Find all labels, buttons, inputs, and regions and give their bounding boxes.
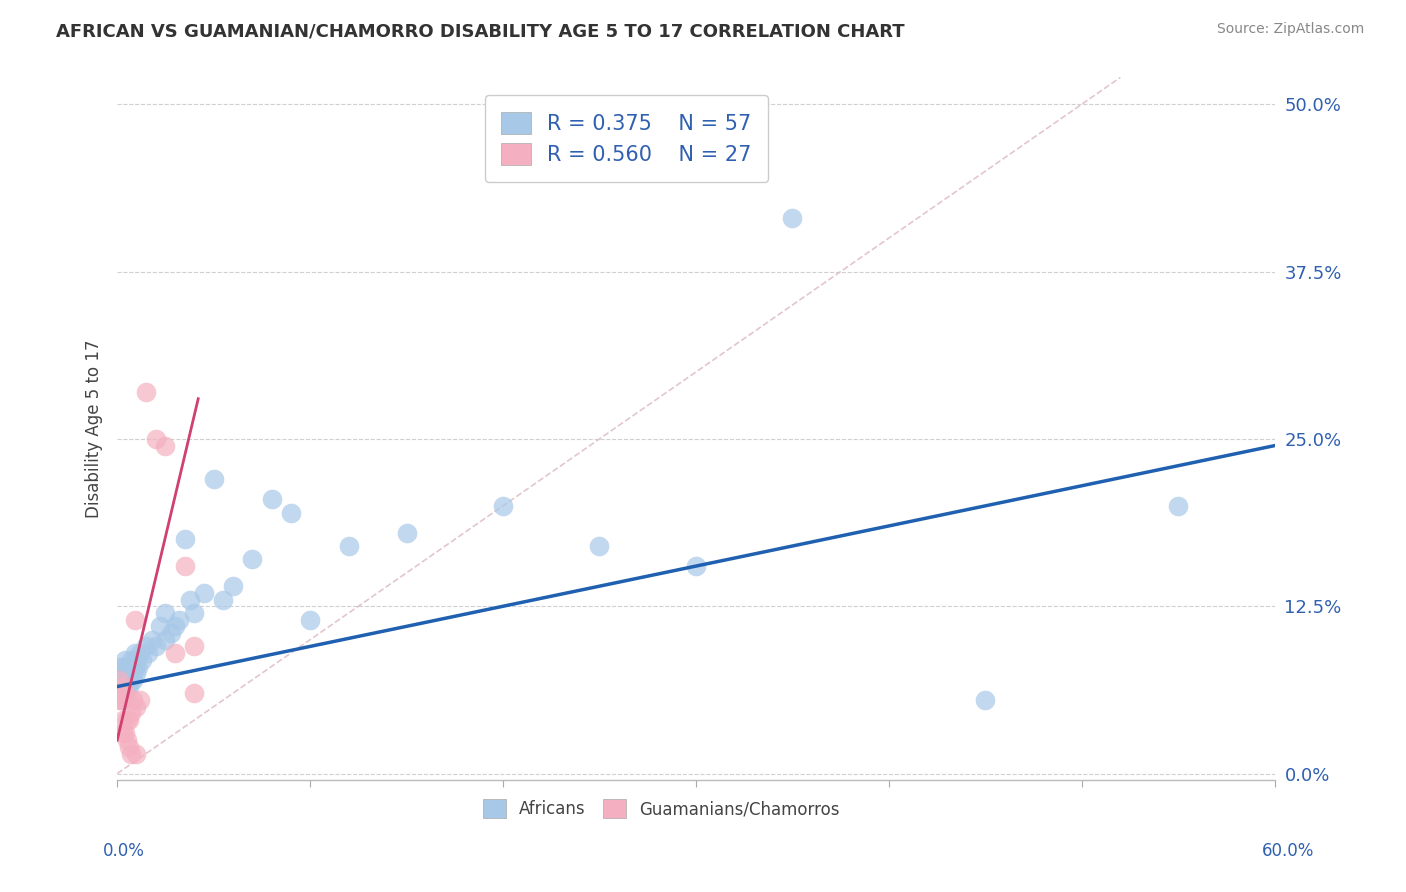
Point (120, 673, 142, 687)
Point (260, 492, 283, 507)
Point (121, 666, 143, 681)
Point (129, 646, 152, 660)
Point (114, 686, 136, 700)
Point (149, 619, 172, 633)
Point (118, 680, 141, 694)
Point (160, 626, 183, 640)
Point (121, 673, 143, 687)
Point (115, 733, 138, 747)
Point (337, 539, 360, 553)
Point (111, 713, 134, 727)
Point (121, 693, 143, 707)
Point (110, 686, 132, 700)
Point (111, 726, 134, 740)
Point (222, 579, 245, 593)
Text: 0.0%: 0.0% (103, 842, 145, 860)
Point (141, 632, 163, 647)
Point (127, 659, 149, 673)
Point (395, 525, 418, 540)
Point (124, 646, 146, 660)
Point (125, 666, 148, 681)
Point (118, 713, 141, 727)
Point (114, 686, 136, 700)
Text: AFRICAN VS GUAMANIAN/CHAMORRO DISABILITY AGE 5 TO 17 CORRELATION CHART: AFRICAN VS GUAMANIAN/CHAMORRO DISABILITY… (56, 22, 905, 40)
Point (492, 499, 515, 513)
Point (173, 559, 195, 574)
Point (108, 693, 131, 707)
Point (120, 706, 142, 721)
Point (129, 693, 152, 707)
Point (125, 653, 148, 667)
Point (125, 747, 148, 761)
Point (120, 747, 142, 761)
Point (155, 606, 177, 620)
Point (125, 699, 148, 714)
Point (167, 613, 190, 627)
Point (135, 640, 157, 654)
Point (685, 559, 707, 574)
Point (108, 680, 131, 694)
Point (118, 739, 141, 754)
Point (120, 653, 142, 667)
Point (202, 472, 225, 486)
Point (131, 653, 153, 667)
Point (108, 673, 131, 687)
Point (111, 673, 134, 687)
Point (111, 686, 134, 700)
Point (173, 533, 195, 547)
Point (111, 659, 134, 673)
Point (110, 680, 132, 694)
Point (145, 640, 167, 654)
Legend: Africans, Guamanians/Chamorros: Africans, Guamanians/Chamorros (477, 793, 846, 825)
Point (115, 666, 138, 681)
Point (165, 619, 187, 633)
Point (124, 659, 146, 673)
Point (240, 552, 263, 566)
Point (115, 673, 138, 687)
Point (110, 673, 132, 687)
Text: 60.0%: 60.0% (1263, 842, 1315, 860)
Point (179, 592, 201, 607)
Point (974, 693, 997, 707)
Point (115, 680, 138, 694)
Point (136, 646, 159, 660)
Point (111, 693, 134, 707)
Point (124, 613, 146, 627)
Point (111, 680, 134, 694)
Point (110, 693, 132, 707)
Point (114, 726, 136, 740)
Point (183, 606, 205, 620)
Point (588, 539, 610, 553)
Point (115, 713, 138, 727)
Point (135, 385, 157, 400)
Point (118, 659, 141, 673)
Point (212, 592, 235, 607)
Point (110, 659, 132, 673)
Point (114, 666, 136, 681)
Point (280, 506, 302, 520)
Point (108, 666, 131, 681)
Point (299, 613, 322, 627)
Y-axis label: Disability Age 5 to 17: Disability Age 5 to 17 (86, 340, 103, 518)
Point (183, 640, 205, 654)
Point (193, 586, 215, 600)
Point (114, 653, 136, 667)
Point (782, 211, 804, 225)
Point (145, 432, 167, 446)
Point (155, 439, 177, 453)
Text: Source: ZipAtlas.com: Source: ZipAtlas.com (1216, 22, 1364, 37)
Point (1167, 499, 1189, 513)
Point (165, 646, 187, 660)
Point (183, 686, 205, 700)
Point (155, 632, 177, 647)
